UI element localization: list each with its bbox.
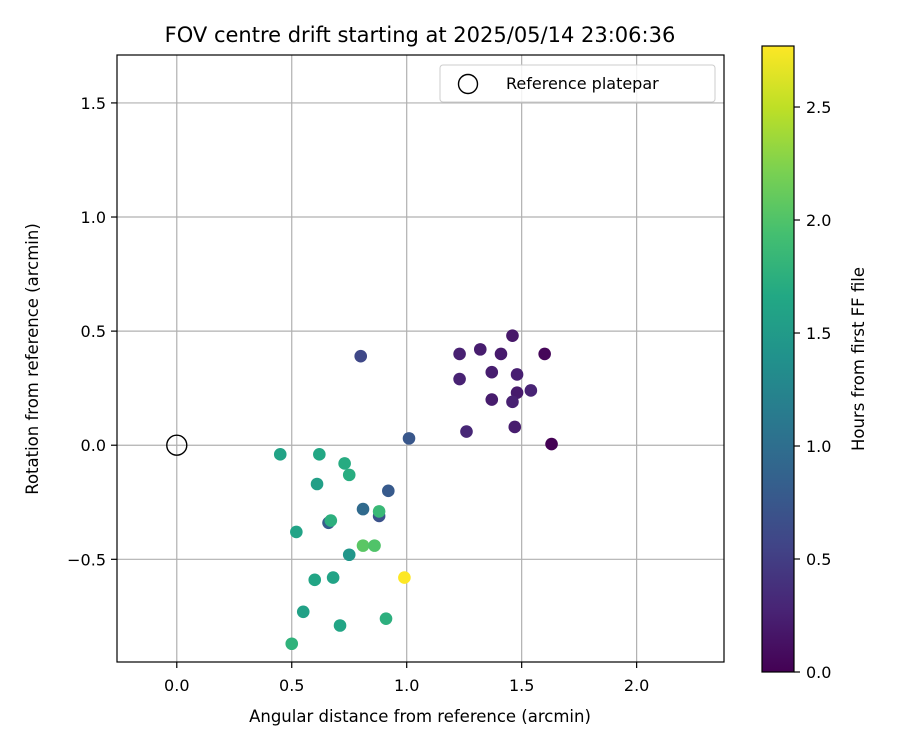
data-point [356, 502, 370, 516]
data-point [368, 539, 381, 552]
y-axis-label: Rotation from reference (arcmin) [23, 223, 42, 495]
colorbar-tick-label: 0.0 [806, 663, 831, 682]
data-point [402, 432, 416, 445]
reference-marker [166, 434, 188, 456]
data-point [473, 343, 487, 356]
y-tick-label: 1.5 [81, 94, 106, 113]
y-axis-ticks: −0.5 0.0 0.5 1.0 1.5 [67, 94, 117, 569]
data-point [310, 477, 324, 491]
data-point [379, 612, 393, 625]
grid [117, 55, 724, 662]
data-point [324, 514, 338, 527]
colorbar-tick-label: 2.0 [806, 211, 831, 230]
data-point [506, 395, 519, 409]
data-point [356, 539, 370, 552]
legend-marker-open-circle [457, 73, 479, 95]
data-point [382, 484, 395, 498]
x-tick-label: 1.0 [394, 676, 419, 695]
y-tick-label: 0.0 [81, 436, 106, 455]
data-point [273, 448, 287, 461]
data-point [453, 347, 466, 361]
data-point [485, 365, 499, 379]
x-tick-label: 0.0 [164, 676, 189, 695]
colorbar-tick-label: 2.5 [806, 98, 831, 117]
x-tick-label: 0.5 [279, 676, 304, 695]
y-tick-label: 0.5 [81, 322, 106, 341]
x-tick-label: 2.0 [624, 676, 649, 695]
data-point [326, 571, 340, 584]
data-point [508, 420, 522, 434]
plot-background [117, 55, 724, 662]
plot-area: 0.0 0.5 1.0 1.5 2.0 −0.5 0.0 0.5 1.0 1.5 [67, 54, 725, 695]
legend: Reference platepar [439, 64, 716, 103]
data-point [313, 448, 326, 461]
data-point [485, 393, 499, 406]
data-point [506, 329, 519, 342]
colorbar: 0.0 0.5 1.0 1.5 2.0 2.5 Hours from first FF f… [761, 45, 868, 682]
data-point [398, 571, 411, 584]
data-point [453, 372, 466, 386]
data-point [296, 605, 310, 619]
chart-title: FOV centre drift starting at 2025/05/14 … [165, 23, 676, 47]
data-point [285, 637, 299, 651]
data-points [273, 329, 558, 651]
x-axis-label: Angular distance from reference (arcmin) [249, 707, 591, 726]
y-tick-label: −0.5 [67, 550, 106, 569]
data-point [510, 368, 524, 381]
data-point [342, 468, 356, 482]
reference-platepar-marker [166, 434, 188, 456]
data-point [545, 437, 558, 451]
colorbar-tick-label: 1.0 [806, 437, 831, 456]
x-tick-label: 1.5 [509, 676, 534, 695]
plot-frame [116, 54, 725, 663]
data-point [290, 525, 303, 539]
data-point [460, 425, 473, 438]
colorbar-ticks: 0.0 0.5 1.0 1.5 2.0 2.5 [794, 98, 831, 682]
legend-box [439, 64, 716, 103]
legend-entry-reference: Reference platepar [506, 74, 659, 93]
colorbar-tick-label: 1.5 [806, 324, 831, 343]
data-point [354, 349, 368, 363]
data-point [333, 619, 347, 632]
data-point [538, 347, 551, 361]
y-tick-label: 1.0 [81, 208, 106, 227]
colorbar-label: Hours from first FF file [849, 267, 868, 451]
data-point [494, 347, 508, 361]
data-point [308, 573, 322, 587]
data-point [342, 548, 356, 562]
data-point [372, 505, 386, 518]
colorbar-gradient [761, 45, 795, 673]
data-point [524, 384, 538, 397]
colorbar-tick-label: 0.5 [806, 550, 831, 569]
data-point [338, 457, 351, 470]
x-axis-ticks: 0.0 0.5 1.0 1.5 2.0 [164, 662, 649, 695]
